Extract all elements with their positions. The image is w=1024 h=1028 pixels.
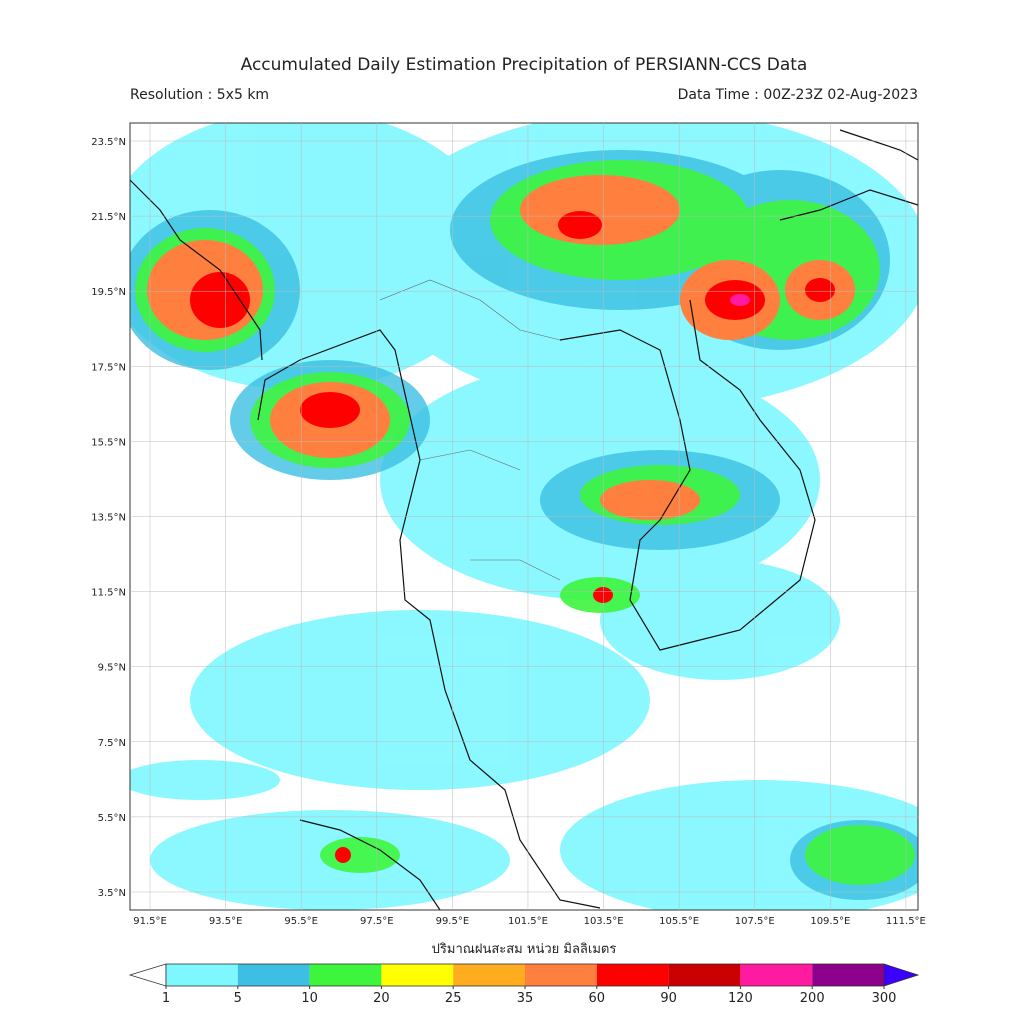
colorbar-tick-label: 10 <box>301 991 318 1006</box>
colorbar-tick-label: 90 <box>660 991 677 1006</box>
colorbar-tick-label: 120 <box>728 991 753 1006</box>
colorbar-tick-label: 5 <box>234 991 242 1006</box>
lon-tick-label: 103.5°E <box>584 916 624 927</box>
colorbar-segment <box>525 964 597 986</box>
resolution: Resolution : 5x5 km <box>130 87 269 103</box>
colorbar-tick-label: 20 <box>373 991 390 1006</box>
lon-tick-label: 101.5°E <box>508 916 548 927</box>
colorbar-tick-label: 60 <box>589 991 606 1006</box>
colorbar-tick-label: 25 <box>445 991 462 1006</box>
colorbar-segment <box>166 964 238 986</box>
colorbar-tick-label: 200 <box>800 991 825 1006</box>
lat-tick-label: 19.5°N <box>91 287 126 298</box>
precipitation-field <box>130 123 918 910</box>
lon-tick-label: 109.5°E <box>810 916 850 927</box>
lat-tick-label: 15.5°N <box>91 437 126 448</box>
lat-tick-label: 21.5°N <box>91 212 126 223</box>
lat-tick-label: 13.5°N <box>91 513 126 524</box>
lon-tick-label: 97.5°E <box>360 916 394 927</box>
colorbar-segment <box>596 964 669 986</box>
colorbar-segment <box>237 964 310 986</box>
lat-tick-label: 17.5°N <box>91 362 126 373</box>
lon-tick-label: 107.5°E <box>735 916 775 927</box>
lat-tick-label: 9.5°N <box>98 663 126 674</box>
coastline <box>129 129 919 911</box>
lon-tick-label: 105.5°E <box>659 916 699 927</box>
title: Accumulated Daily Estimation Precipitati… <box>241 55 808 75</box>
colorbar-segment <box>668 964 741 986</box>
lon-tick-label: 91.5°E <box>133 916 167 927</box>
lat-tick-label: 23.5°N <box>91 137 126 148</box>
lat-tick-label: 3.5°N <box>98 888 126 899</box>
colorbar-tick-label: 35 <box>517 991 534 1006</box>
lon-tick-label: 99.5°E <box>436 916 470 927</box>
colorbar-segment <box>812 964 884 986</box>
colorbar-under <box>128 963 167 987</box>
lat-tick-label: 5.5°N <box>98 813 126 824</box>
data-time: Data Time : 00Z-23Z 02-Aug-2023 <box>678 87 918 103</box>
colorbar-segment <box>309 964 382 986</box>
lon-tick-label: 95.5°E <box>284 916 318 927</box>
lon-tick-label: 111.5°E <box>886 916 926 927</box>
colorbar-tick-label: 300 <box>872 991 897 1006</box>
colorbar-segment <box>381 964 454 986</box>
colorbar-over <box>883 963 920 987</box>
lat-tick-label: 7.5°N <box>98 738 126 749</box>
colorbar-segment <box>453 964 525 986</box>
lat-tick-label: 11.5°N <box>91 588 126 599</box>
borders <box>379 279 561 581</box>
legend-title: ปริมาณฝนสะสม หน่วย มิลลิเมตร <box>432 942 617 957</box>
lon-tick-label: 93.5°E <box>209 916 243 927</box>
colorbar-segment <box>740 964 813 986</box>
colorbar-tick-label: 1 <box>162 991 170 1006</box>
